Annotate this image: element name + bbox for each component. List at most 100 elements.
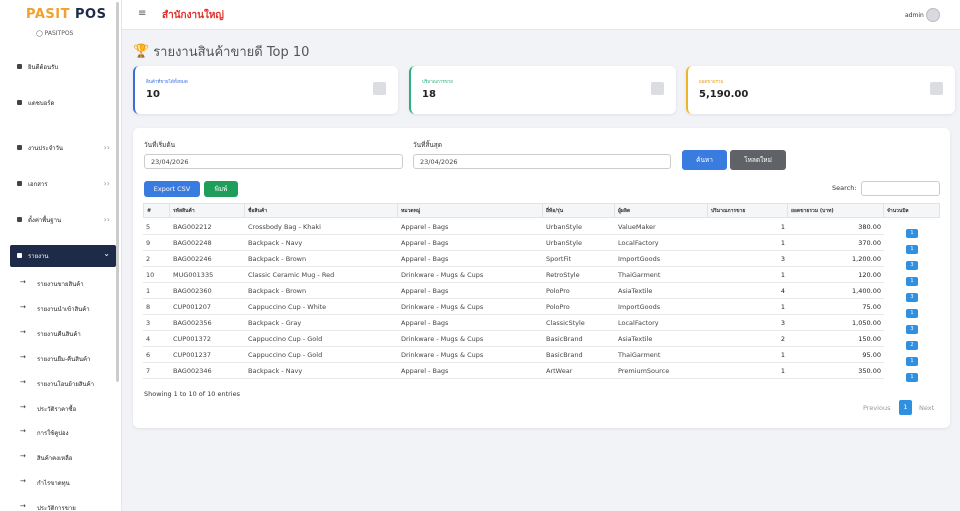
menu-item[interactable]: แดชบอร์ด [10, 92, 116, 114]
user-name[interactable]: admin [905, 12, 924, 19]
reload-button[interactable]: โหลดใหม่ [730, 150, 786, 170]
search-button[interactable]: ค้นหา [682, 150, 727, 170]
table-cell: ImportGoods [615, 251, 708, 267]
table-cell: LocalFactory [615, 315, 708, 331]
page-button[interactable]: 1 [899, 400, 912, 415]
table-cell: 3 [143, 315, 170, 331]
table-cell: Crossbody Bag - Khaki [245, 219, 398, 235]
table-cell: 2 [884, 331, 940, 350]
table-cell: BAG002248 [170, 235, 245, 251]
export-csv-button[interactable]: Export CSV [144, 181, 200, 197]
page-title: 🏆 รายงานสินค้าขายดี Top 10 [133, 41, 309, 62]
table-cell: 150.00 [788, 331, 884, 347]
avatar[interactable] [926, 8, 940, 22]
table-cell: PremiumSource [615, 363, 708, 379]
table-cell: BAG002360 [170, 283, 245, 299]
table-header[interactable]: ผู้ผลิต [615, 203, 708, 218]
menu-item[interactable]: ตั้งค่าพื้นฐาน ›› [10, 209, 116, 231]
table-cell: 5 [143, 219, 170, 235]
table-cell: BasicBrand [543, 347, 615, 363]
table-cell: 2 [143, 251, 170, 267]
submenu-item[interactable]: กำไรขาดทุน [37, 480, 70, 488]
logo: PASIT POS [26, 7, 106, 22]
table-cell: 120.00 [788, 267, 884, 283]
table-cell: 3 [708, 251, 788, 267]
start-date-input[interactable]: 23/04/2026 [144, 154, 403, 169]
table-cell: BAG002246 [170, 251, 245, 267]
card-label: ยอดขายรวม [699, 80, 724, 85]
card-icon [930, 82, 943, 95]
chevron: ⌄ [103, 249, 110, 258]
print-button[interactable]: พิมพ์ [204, 181, 238, 197]
table-cell: ImportGoods [615, 299, 708, 315]
submenu-arrow: → [20, 477, 26, 486]
menu-icon [17, 100, 22, 105]
menu-item[interactable]: ยินดีต้อนรับ [10, 56, 116, 78]
chevron: ›› [103, 215, 110, 224]
card-value: 10 [146, 89, 160, 100]
table-header[interactable]: ปริมาณการขาย [708, 203, 788, 218]
submenu-item[interactable]: สินค้าคงเหลือ [37, 455, 73, 463]
table-cell: 1 [708, 219, 788, 235]
table-cell: 1,050.00 [788, 315, 884, 331]
table-cell: 8 [143, 299, 170, 315]
menu-item[interactable]: เอกสาร ›› [10, 173, 116, 195]
table-cell: BasicBrand [543, 331, 615, 347]
end-date-input[interactable]: 23/04/2026 [413, 154, 671, 169]
submenu-arrow: → [20, 452, 26, 461]
submenu-item[interactable]: รายงานโอนย้ายสินค้า [37, 380, 94, 388]
table-cell: Apparel - Bags [398, 363, 543, 379]
table-cell: 1,200.00 [788, 251, 884, 267]
submenu-item[interactable]: รายงานยืม-คืนสินค้า [37, 355, 91, 363]
search-input[interactable] [861, 181, 940, 196]
next-button[interactable]: Next [919, 404, 935, 412]
card-icon [651, 82, 664, 95]
menu-icon [17, 145, 22, 150]
submenu-item[interactable]: ประวัติราคาซื้อ [37, 405, 77, 413]
table-cell: ThaiGarment [615, 267, 708, 283]
table-cell: 3 [884, 315, 940, 334]
submenu-item[interactable]: การใช้คูปอง [37, 430, 69, 438]
table-cell: 1 [708, 299, 788, 315]
table-cell: 75.00 [788, 299, 884, 315]
menu-item[interactable]: รายงาน ⌄ [10, 245, 116, 267]
menu-item[interactable]: งานประจำวัน ›› [10, 137, 116, 159]
card-label: สินค้าที่ขายได้ทั้งหมด [146, 80, 188, 85]
table-header[interactable]: ชื่อสินค้า [245, 203, 398, 218]
submenu-item[interactable]: รายงานคืนสินค้า [37, 330, 81, 338]
menu-toggle[interactable]: ≡ [138, 8, 147, 19]
table-cell: Apparel - Bags [398, 283, 543, 299]
summary-card: ยอดขายรวม 5,190.00 [686, 66, 955, 114]
submenu-item[interactable]: รายงานนำเข้าสินค้า [37, 305, 90, 313]
trophy-icon: 🏆 [133, 44, 150, 59]
bill-badge: 1 [906, 245, 918, 254]
table-cell: 7 [143, 363, 170, 379]
submenu-item[interactable]: รายงานขายสินค้า [37, 281, 84, 288]
submenu-arrow: → [20, 377, 26, 386]
table-cell: 95.00 [788, 347, 884, 363]
submenu-arrow: → [20, 427, 26, 436]
summary-card: ปริมาณการขาย 18 [409, 66, 676, 114]
bill-badge: 3 [906, 261, 918, 270]
submenu-arrow: → [20, 352, 26, 361]
table-header[interactable]: จำนวนบิล [884, 203, 940, 218]
table-header[interactable]: รหัสสินค้า [170, 203, 245, 218]
table-info: Showing 1 to 10 of 10 entries [144, 390, 240, 398]
table-header[interactable]: หมวดหมู่ [398, 203, 543, 218]
chevron: ›› [103, 179, 110, 188]
menu-icon [17, 64, 22, 69]
table-header[interactable]: # [143, 203, 170, 218]
branch-name[interactable]: สำนักงานใหญ่ [162, 10, 224, 21]
table-cell: Backpack - Brown [245, 251, 398, 267]
table-cell: PoloPro [543, 299, 615, 315]
table-cell: 1 [884, 235, 940, 254]
table-cell: AsiaTextile [615, 283, 708, 299]
table-cell: Cappuccino Cup - White [245, 299, 398, 315]
table-cell: 1,400.00 [788, 283, 884, 299]
start-date-label: วันที่เริ่มต้น [144, 141, 176, 149]
table-header[interactable]: ยอดขายรวม (บาท) [788, 203, 884, 218]
submenu-item[interactable]: ประวัติการขาย [37, 505, 76, 511]
table-header[interactable]: ยี่ห้อ/รุ่น [543, 203, 615, 218]
previous-button[interactable]: Previous [863, 404, 891, 412]
table-cell: Backpack - Navy [245, 363, 398, 379]
